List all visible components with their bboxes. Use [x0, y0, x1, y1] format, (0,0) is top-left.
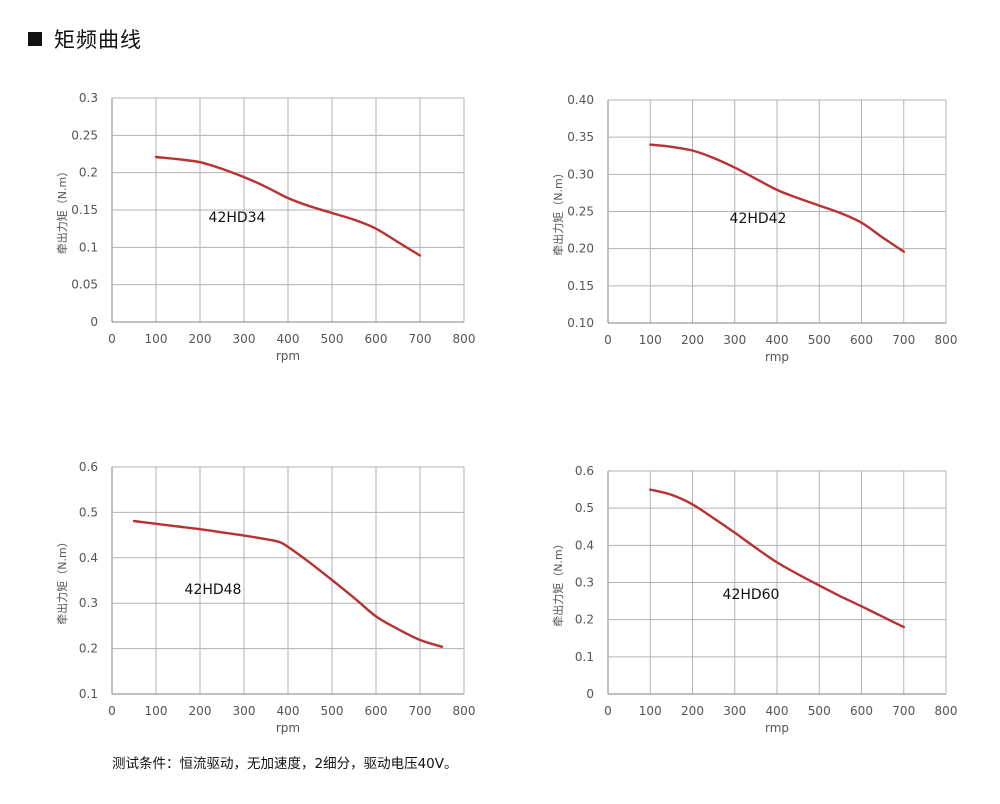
x-tick-label: 600	[365, 332, 388, 346]
x-tick-label: 100	[639, 333, 662, 347]
x-tick-label: 500	[808, 333, 831, 347]
y-tick-label: 0.1	[79, 240, 98, 254]
x-tick-label: 600	[365, 704, 388, 718]
chart-title-label: 42HD60	[723, 587, 780, 603]
x-tick-label: 0	[604, 704, 612, 718]
x-axis-label: rpm	[276, 349, 300, 363]
y-tick-label: 0.25	[567, 205, 594, 219]
x-tick-label: 500	[321, 704, 344, 718]
y-axis-label: 牵出力矩（N.m）	[55, 166, 69, 254]
x-tick-label: 700	[892, 704, 915, 718]
square-bullet-icon	[28, 32, 42, 46]
y-axis-label: 牵出力矩（N.m）	[551, 538, 565, 626]
y-tick-label: 0.2	[575, 613, 594, 627]
y-tick-label: 0.4	[79, 551, 98, 565]
x-axis-label: rmp	[765, 721, 789, 735]
x-tick-label: 700	[409, 704, 432, 718]
x-tick-label: 200	[189, 704, 212, 718]
y-tick-label: 0.6	[575, 464, 594, 478]
x-tick-label: 200	[681, 704, 704, 718]
y-tick-label: 0.3	[79, 596, 98, 610]
y-tick-label: 0.05	[71, 278, 98, 292]
chart-42hd34: 0 100 200 300 400 500 600 700 800 0 0.05 0.1 0.15 0.2…	[40, 80, 490, 380]
y-tick-label: 0.6	[79, 460, 98, 474]
x-tick-label: 400	[766, 704, 789, 718]
chart-title-label: 42HD42	[730, 211, 787, 227]
y-tick-label: 0.20	[567, 242, 594, 256]
x-tick-label: 100	[145, 704, 168, 718]
grid-lines	[607, 99, 947, 324]
x-tick-label: 0	[108, 332, 116, 346]
x-tick-label: 300	[233, 704, 256, 718]
x-tick-label: 800	[935, 704, 958, 718]
chart-title-label: 42HD48	[185, 582, 242, 598]
chart-42hd48: 0 100 200 300 400 500 600 700 800 0.1 0.2 0.3 0.4 0.5…	[40, 452, 490, 752]
page-heading: 矩频曲线	[28, 24, 142, 54]
y-axis-label: 牵出力矩（N.m）	[55, 536, 69, 624]
y-tick-label: 0.4	[575, 538, 594, 552]
chart-42hd60: 0 100 200 300 400 500 600 700 800 0 0.1 0.2 0.3 0.4 0.…	[536, 452, 986, 752]
x-tick-label: 600	[850, 704, 873, 718]
x-tick-label: 700	[409, 332, 432, 346]
x-tick-label: 400	[277, 704, 300, 718]
x-tick-label: 600	[850, 333, 873, 347]
x-tick-label: 800	[453, 704, 476, 718]
x-tick-label: 800	[453, 332, 476, 346]
x-tick-label: 100	[639, 704, 662, 718]
y-tick-label: 0.1	[79, 687, 98, 701]
grid-lines	[607, 470, 947, 695]
grid-lines	[111, 97, 465, 323]
x-tick-label: 300	[723, 333, 746, 347]
page-title: 矩频曲线	[54, 28, 142, 52]
x-tick-label: 700	[892, 333, 915, 347]
y-tick-label: 0	[90, 315, 98, 329]
grid-lines	[111, 466, 465, 695]
x-tick-label: 400	[766, 333, 789, 347]
y-tick-label: 0.40	[567, 93, 594, 107]
x-tick-label: 300	[723, 704, 746, 718]
y-tick-label: 0.1	[575, 650, 594, 664]
x-tick-label: 300	[233, 332, 256, 346]
x-tick-label: 100	[145, 332, 168, 346]
x-tick-label: 500	[808, 704, 831, 718]
y-tick-label: 0.25	[71, 128, 98, 142]
y-axis-label: 牵出力矩（N.m）	[551, 167, 565, 255]
test-conditions-note: 测试条件：恒流驱动，无加速度，2细分，驱动电压40V。	[112, 756, 458, 772]
x-tick-label: 0	[604, 333, 612, 347]
y-tick-label: 0.3	[79, 91, 98, 105]
y-tick-label: 0.30	[567, 167, 594, 181]
torque-curve	[649, 143, 905, 253]
x-axis-label: rpm	[276, 721, 300, 735]
x-tick-label: 500	[321, 332, 344, 346]
y-tick-label: 0.15	[567, 279, 594, 293]
x-tick-label: 200	[681, 333, 704, 347]
y-tick-label: 0.15	[71, 203, 98, 217]
y-tick-label: 0.5	[575, 501, 594, 515]
torque-curve	[154, 155, 422, 257]
torque-curve	[649, 488, 905, 629]
x-axis-label: rmp	[765, 350, 789, 364]
chart-title-label: 42HD34	[209, 210, 266, 226]
chart-42hd42: 0 100 200 300 400 500 600 700 800 0.10 0.15 0.20 0.2…	[536, 80, 986, 380]
y-tick-label: 0	[586, 687, 594, 701]
x-tick-label: 400	[277, 332, 300, 346]
y-tick-label: 0.2	[79, 642, 98, 656]
x-tick-label: 200	[189, 332, 212, 346]
y-tick-label: 0.35	[567, 130, 594, 144]
x-tick-label: 800	[935, 333, 958, 347]
x-tick-label: 0	[108, 704, 116, 718]
y-tick-label: 0.5	[79, 505, 98, 519]
y-tick-label: 0.10	[567, 316, 594, 330]
y-tick-label: 0.3	[575, 576, 594, 590]
torque-curve	[132, 519, 444, 648]
y-tick-label: 0.2	[79, 166, 98, 180]
